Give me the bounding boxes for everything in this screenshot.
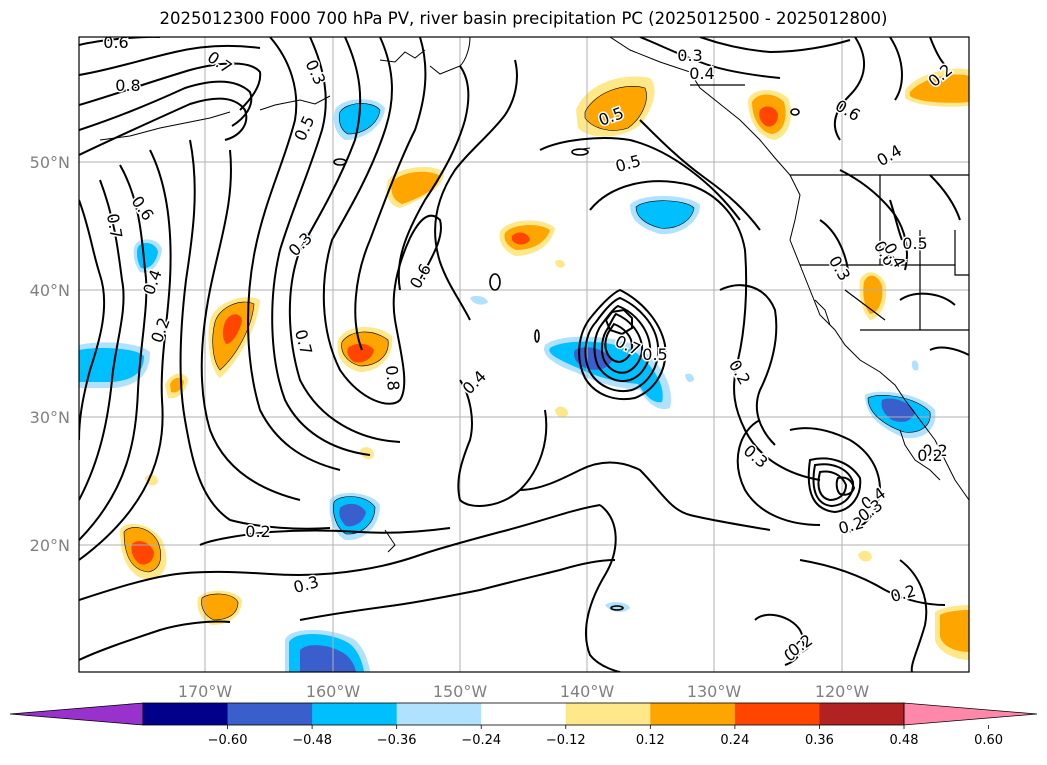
lat-label-50n: 50°N: [30, 153, 70, 172]
contour-label: 0.5: [902, 234, 927, 253]
precip-positive-area: [360, 447, 375, 460]
precip-positive-area: [512, 232, 530, 245]
lon-label-160w: 160°W: [306, 682, 361, 701]
precip-positive-area: [347, 343, 374, 363]
contour-label: 0.4: [689, 64, 714, 83]
contour-label: 0.2: [245, 522, 270, 541]
colorbar-tick-label: −0.24: [461, 733, 501, 748]
precip-positive-area: [391, 171, 440, 204]
lon-label-130w: 130°W: [687, 682, 742, 701]
lat-label-40n: 40°N: [30, 281, 70, 300]
colorbar-bin: [227, 703, 313, 725]
colorbar-tick-label: 0.60: [974, 733, 1003, 748]
colorbar-tick-label: −0.12: [546, 733, 586, 748]
contour-label: 0.3: [677, 46, 702, 65]
precip-negative-area: [300, 645, 356, 672]
precip-positive-area: [131, 541, 154, 565]
latitude-labels: 50°N 40°N 30°N 20°N: [30, 153, 70, 555]
colorbar-tick-label: 0.36: [805, 733, 834, 748]
precip-positive-area: [222, 314, 242, 344]
colorbar-tick-label: −0.48: [292, 733, 332, 748]
colorbar-tick-label: 0.48: [890, 733, 919, 748]
colorbar-extend-high: [903, 702, 1038, 726]
precip-negative-area: [470, 295, 488, 305]
contour-label: 0.8: [115, 76, 140, 95]
lon-label-140w: 140°W: [560, 682, 615, 701]
colorbar-bin: [312, 703, 398, 725]
colorbar-bin: [565, 703, 651, 725]
contour-label: 0.2: [917, 446, 942, 465]
precip-outlines: [123, 86, 931, 621]
precip-negative-area: [685, 373, 694, 383]
longitude-labels: 170°W 160°W 150°W 140°W 130°W 120°W: [178, 682, 870, 701]
lat-label-30n: 30°N: [30, 408, 70, 427]
colorbar-bin: [396, 703, 482, 725]
colorbar-tick-label: −0.60: [208, 733, 248, 748]
contour-label: 0.2: [922, 441, 947, 460]
colorbar-tick-label: 0.12: [636, 733, 665, 748]
contour-label: 0.5: [642, 345, 667, 364]
colorbar-bin: [650, 703, 736, 725]
precip-positive-area: [863, 275, 883, 314]
pv-small-contours: [333, 108, 800, 611]
colorbar: −0.60 −0.48 −0.36 −0.24 −0.12 0.12 0.24 0.36 0.4…: [9, 702, 1038, 748]
precip-positive-area: [858, 550, 872, 562]
precip-positive-area: [585, 86, 647, 131]
colorbar-bin: [481, 703, 567, 725]
colorbar-bin: [819, 703, 905, 725]
colorbar-tick-label: −0.36: [377, 733, 417, 748]
lon-label-150w: 150°W: [433, 682, 488, 701]
pv-contours: [79, 37, 969, 672]
colorbar-tick-label: 0.24: [720, 733, 749, 748]
lon-label-120w: 120°W: [815, 682, 870, 701]
contour-label: 0.6: [103, 33, 128, 52]
colorbar-bin: [734, 703, 820, 725]
precip-positive-area: [201, 593, 238, 620]
precip-positive-area: [940, 610, 969, 652]
precip-positive-area: [555, 406, 568, 418]
colorbar-bin: [143, 703, 229, 725]
precip-negative-area: [636, 200, 694, 229]
map-title: 2025012300 F000 700 hPa PV, river basin …: [159, 9, 888, 28]
lat-label-20n: 20°N: [30, 536, 70, 555]
precip-negative-area: [881, 398, 915, 422]
precip-positive-area: [759, 106, 778, 127]
colorbar-extend-low: [9, 702, 144, 726]
precip-positive-area: [910, 74, 969, 103]
borders: [690, 84, 969, 331]
precip-positive-area: [555, 259, 565, 268]
contour-label: 0.8: [382, 365, 403, 392]
map-frame: [78, 36, 970, 673]
map-plot-area: 0.60.80.7 0.30.50.60.70.40.20.30.60.70.8 0…: [79, 33, 969, 672]
precip-negative-area: [339, 503, 366, 527]
lon-label-170w: 170°W: [178, 682, 233, 701]
precip-negative-area: [911, 360, 919, 371]
